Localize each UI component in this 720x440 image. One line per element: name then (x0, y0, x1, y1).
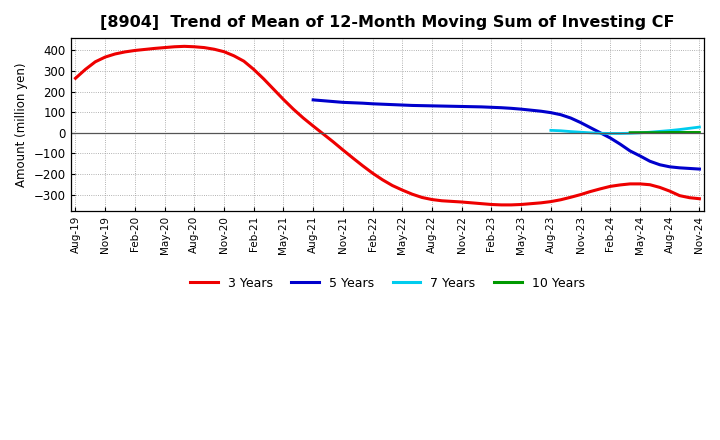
5 Years (655, 162, 664, 167)
5 Years (408, 103, 417, 108)
5 Years (636, 153, 644, 158)
5 Years (338, 100, 347, 105)
3 Years (150, 46, 159, 51)
5 Years (359, 100, 367, 106)
5 Years (388, 102, 397, 107)
7 Years (616, 131, 624, 136)
3 Years (428, 197, 436, 202)
7 Years (546, 128, 555, 133)
3 Years (695, 196, 703, 202)
Line: 7 Years: 7 Years (551, 127, 699, 133)
5 Years (616, 142, 624, 147)
3 Years (497, 202, 505, 208)
10 Years (655, 130, 664, 135)
5 Years (418, 103, 426, 108)
7 Years (655, 129, 664, 134)
5 Years (606, 136, 615, 141)
7 Years (626, 131, 634, 136)
10 Years (646, 130, 654, 135)
5 Years (646, 158, 654, 164)
7 Years (665, 128, 674, 133)
7 Years (596, 131, 605, 136)
7 Years (675, 127, 684, 132)
5 Years (309, 97, 318, 103)
Line: 5 Years: 5 Years (313, 100, 699, 169)
5 Years (557, 112, 565, 117)
5 Years (467, 104, 476, 109)
5 Years (438, 103, 446, 109)
7 Years (567, 129, 575, 134)
Title: [8904]  Trend of Mean of 12-Month Moving Sum of Investing CF: [8904] Trend of Mean of 12-Month Moving … (100, 15, 675, 30)
5 Years (536, 109, 545, 114)
5 Years (626, 148, 634, 154)
7 Years (576, 129, 585, 135)
5 Years (695, 166, 703, 172)
10 Years (665, 130, 674, 135)
Legend: 3 Years, 5 Years, 7 Years, 10 Years: 3 Years, 5 Years, 7 Years, 10 Years (185, 272, 590, 295)
5 Years (319, 98, 328, 103)
5 Years (497, 105, 505, 110)
5 Years (348, 100, 357, 106)
3 Years (71, 76, 80, 81)
7 Years (606, 131, 615, 136)
5 Years (378, 102, 387, 107)
5 Years (567, 115, 575, 121)
5 Years (507, 106, 516, 111)
7 Years (685, 126, 694, 131)
5 Years (596, 130, 605, 136)
3 Years (388, 183, 397, 188)
10 Years (685, 130, 694, 135)
5 Years (517, 106, 526, 112)
3 Years (477, 201, 486, 206)
5 Years (685, 166, 694, 171)
10 Years (626, 130, 634, 135)
3 Years (487, 202, 496, 207)
10 Years (675, 130, 684, 135)
5 Years (428, 103, 436, 109)
5 Years (546, 110, 555, 115)
5 Years (586, 125, 595, 130)
7 Years (557, 128, 565, 133)
5 Years (457, 104, 466, 109)
10 Years (636, 130, 644, 135)
Y-axis label: Amount (million yen): Amount (million yen) (15, 62, 28, 187)
10 Years (695, 130, 703, 135)
7 Years (636, 130, 644, 136)
5 Years (527, 107, 536, 113)
5 Years (665, 164, 674, 169)
Line: 3 Years: 3 Years (76, 46, 699, 205)
5 Years (477, 104, 486, 110)
5 Years (328, 99, 337, 104)
5 Years (398, 103, 407, 108)
3 Years (338, 147, 347, 153)
5 Years (675, 165, 684, 170)
7 Years (695, 125, 703, 130)
3 Years (180, 44, 189, 49)
5 Years (487, 105, 496, 110)
7 Years (586, 130, 595, 136)
7 Years (646, 129, 654, 135)
5 Years (448, 104, 456, 109)
5 Years (368, 101, 377, 106)
5 Years (576, 120, 585, 125)
